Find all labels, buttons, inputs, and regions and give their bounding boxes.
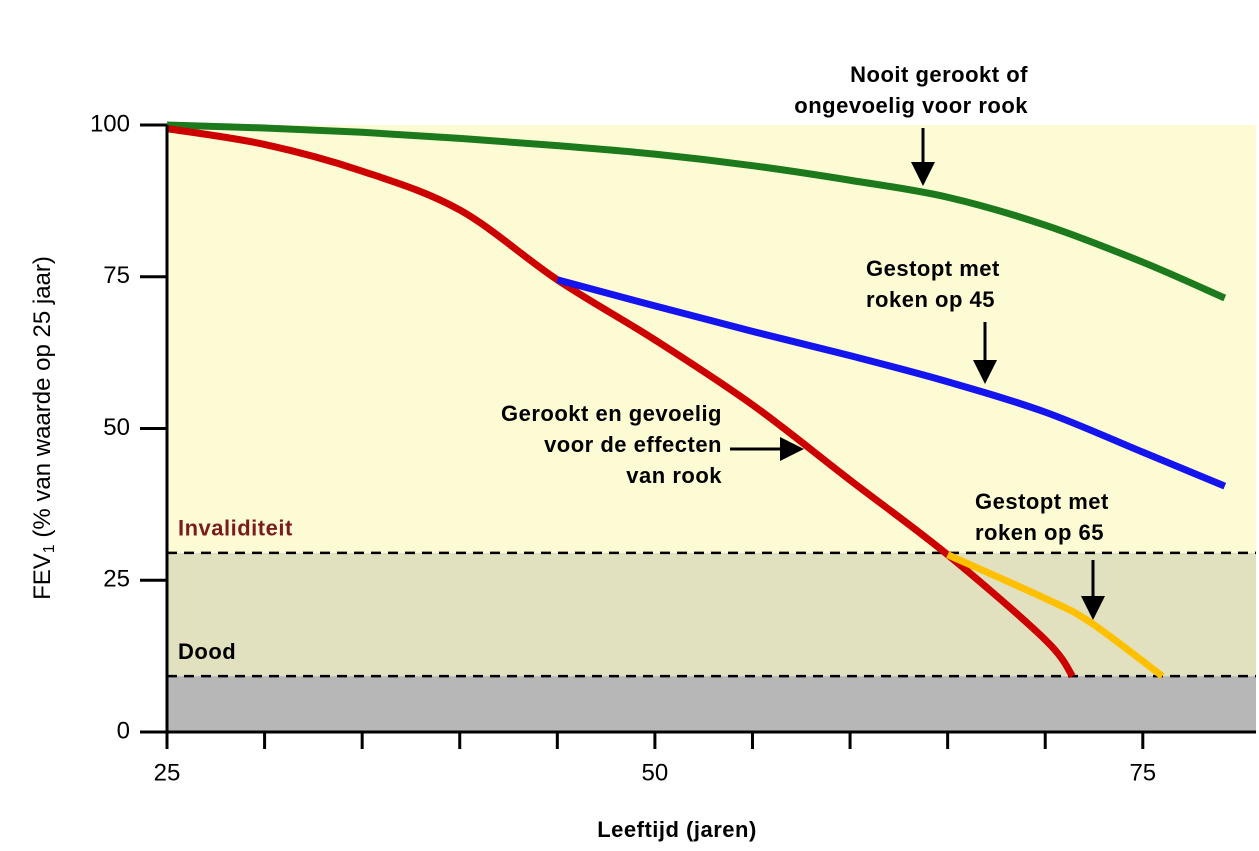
background-band bbox=[167, 676, 1256, 732]
series-line bbox=[166, 125, 1076, 679]
y-tick-label: 50 bbox=[103, 414, 130, 441]
threshold-label: Dood bbox=[178, 639, 236, 664]
y-axis-title: FEV1 (% van waarde op 25 jaar) bbox=[29, 256, 58, 600]
annotation-line: van rook bbox=[626, 463, 722, 488]
y-tick-label: 100 bbox=[90, 110, 130, 137]
annotation-line: Nooit gerookt of bbox=[850, 62, 1028, 87]
x-axis-title: Leeftijd (jaren) bbox=[597, 817, 757, 842]
annotation-line: roken op 65 bbox=[975, 520, 1104, 545]
annotation-line: voor de effecten bbox=[544, 432, 722, 457]
y-title-main: FEV bbox=[29, 553, 56, 600]
threshold-label: Invaliditeit bbox=[178, 516, 293, 541]
series-line bbox=[166, 121, 1227, 302]
annotation-line: roken op 45 bbox=[866, 287, 995, 312]
series-lines bbox=[166, 121, 1227, 679]
annotation-line: Gestopt met bbox=[866, 256, 1000, 281]
x-tick-label: 25 bbox=[154, 759, 181, 786]
series-line bbox=[556, 276, 1227, 490]
background-band bbox=[167, 125, 1256, 553]
annotation-line: Gerookt en gevoelig bbox=[501, 401, 722, 426]
x-tick-label: 50 bbox=[642, 759, 669, 786]
thresholds: Invaliditeit Dood bbox=[167, 516, 1256, 678]
annotations: Nooit gerookt of ongevoelig voor rook Gest… bbox=[501, 62, 1109, 620]
annotation-line: ongevoelig voor rook bbox=[794, 93, 1028, 118]
series-line bbox=[946, 551, 1165, 679]
y-title-subscript: 1 bbox=[41, 544, 58, 553]
axes: 0 25 50 75 100 25 50 75 bbox=[90, 110, 1256, 786]
y-tick-label: 0 bbox=[117, 717, 130, 744]
y-title-rest: (% van waarde op 25 jaar) bbox=[29, 256, 56, 544]
annotation-line: Gestopt met bbox=[975, 489, 1109, 514]
y-tick-label: 25 bbox=[103, 566, 130, 593]
x-tick-label: 75 bbox=[1129, 759, 1156, 786]
y-tick-label: 75 bbox=[103, 262, 130, 289]
